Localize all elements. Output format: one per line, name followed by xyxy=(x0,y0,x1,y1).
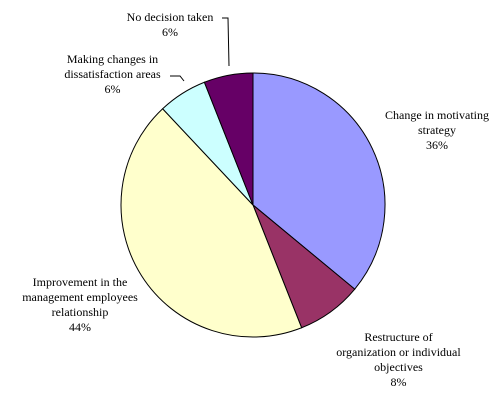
value-label: 44% xyxy=(69,320,91,334)
category-label: Change in motivating strategy xyxy=(385,108,489,137)
category-label: Improvement in the management employees … xyxy=(22,275,138,319)
slice-label: Making changes in dissatisfaction areas 6… xyxy=(50,52,175,97)
category-label: Making changes in dissatisfaction areas xyxy=(64,52,161,81)
pie-slice xyxy=(203,72,254,206)
leader-line xyxy=(170,75,185,82)
category-label: No decision taken xyxy=(126,10,214,24)
value-label: 6% xyxy=(162,25,178,39)
pie-slice xyxy=(252,72,386,290)
slice-label: Change in motivating strategy 36% xyxy=(372,108,502,153)
slice-label: Restructure of organization or individua… xyxy=(336,330,461,390)
pie-slice xyxy=(120,108,303,338)
value-label: 8% xyxy=(390,375,407,389)
value-label: 36% xyxy=(426,138,448,152)
slice-label: Improvement in the management employees … xyxy=(5,275,155,335)
category-label: Restructure of organization or individua… xyxy=(336,330,461,374)
value-label: 6% xyxy=(104,82,121,96)
leader-line xyxy=(222,17,230,67)
slice-label: No decision taken 6% xyxy=(110,10,230,40)
